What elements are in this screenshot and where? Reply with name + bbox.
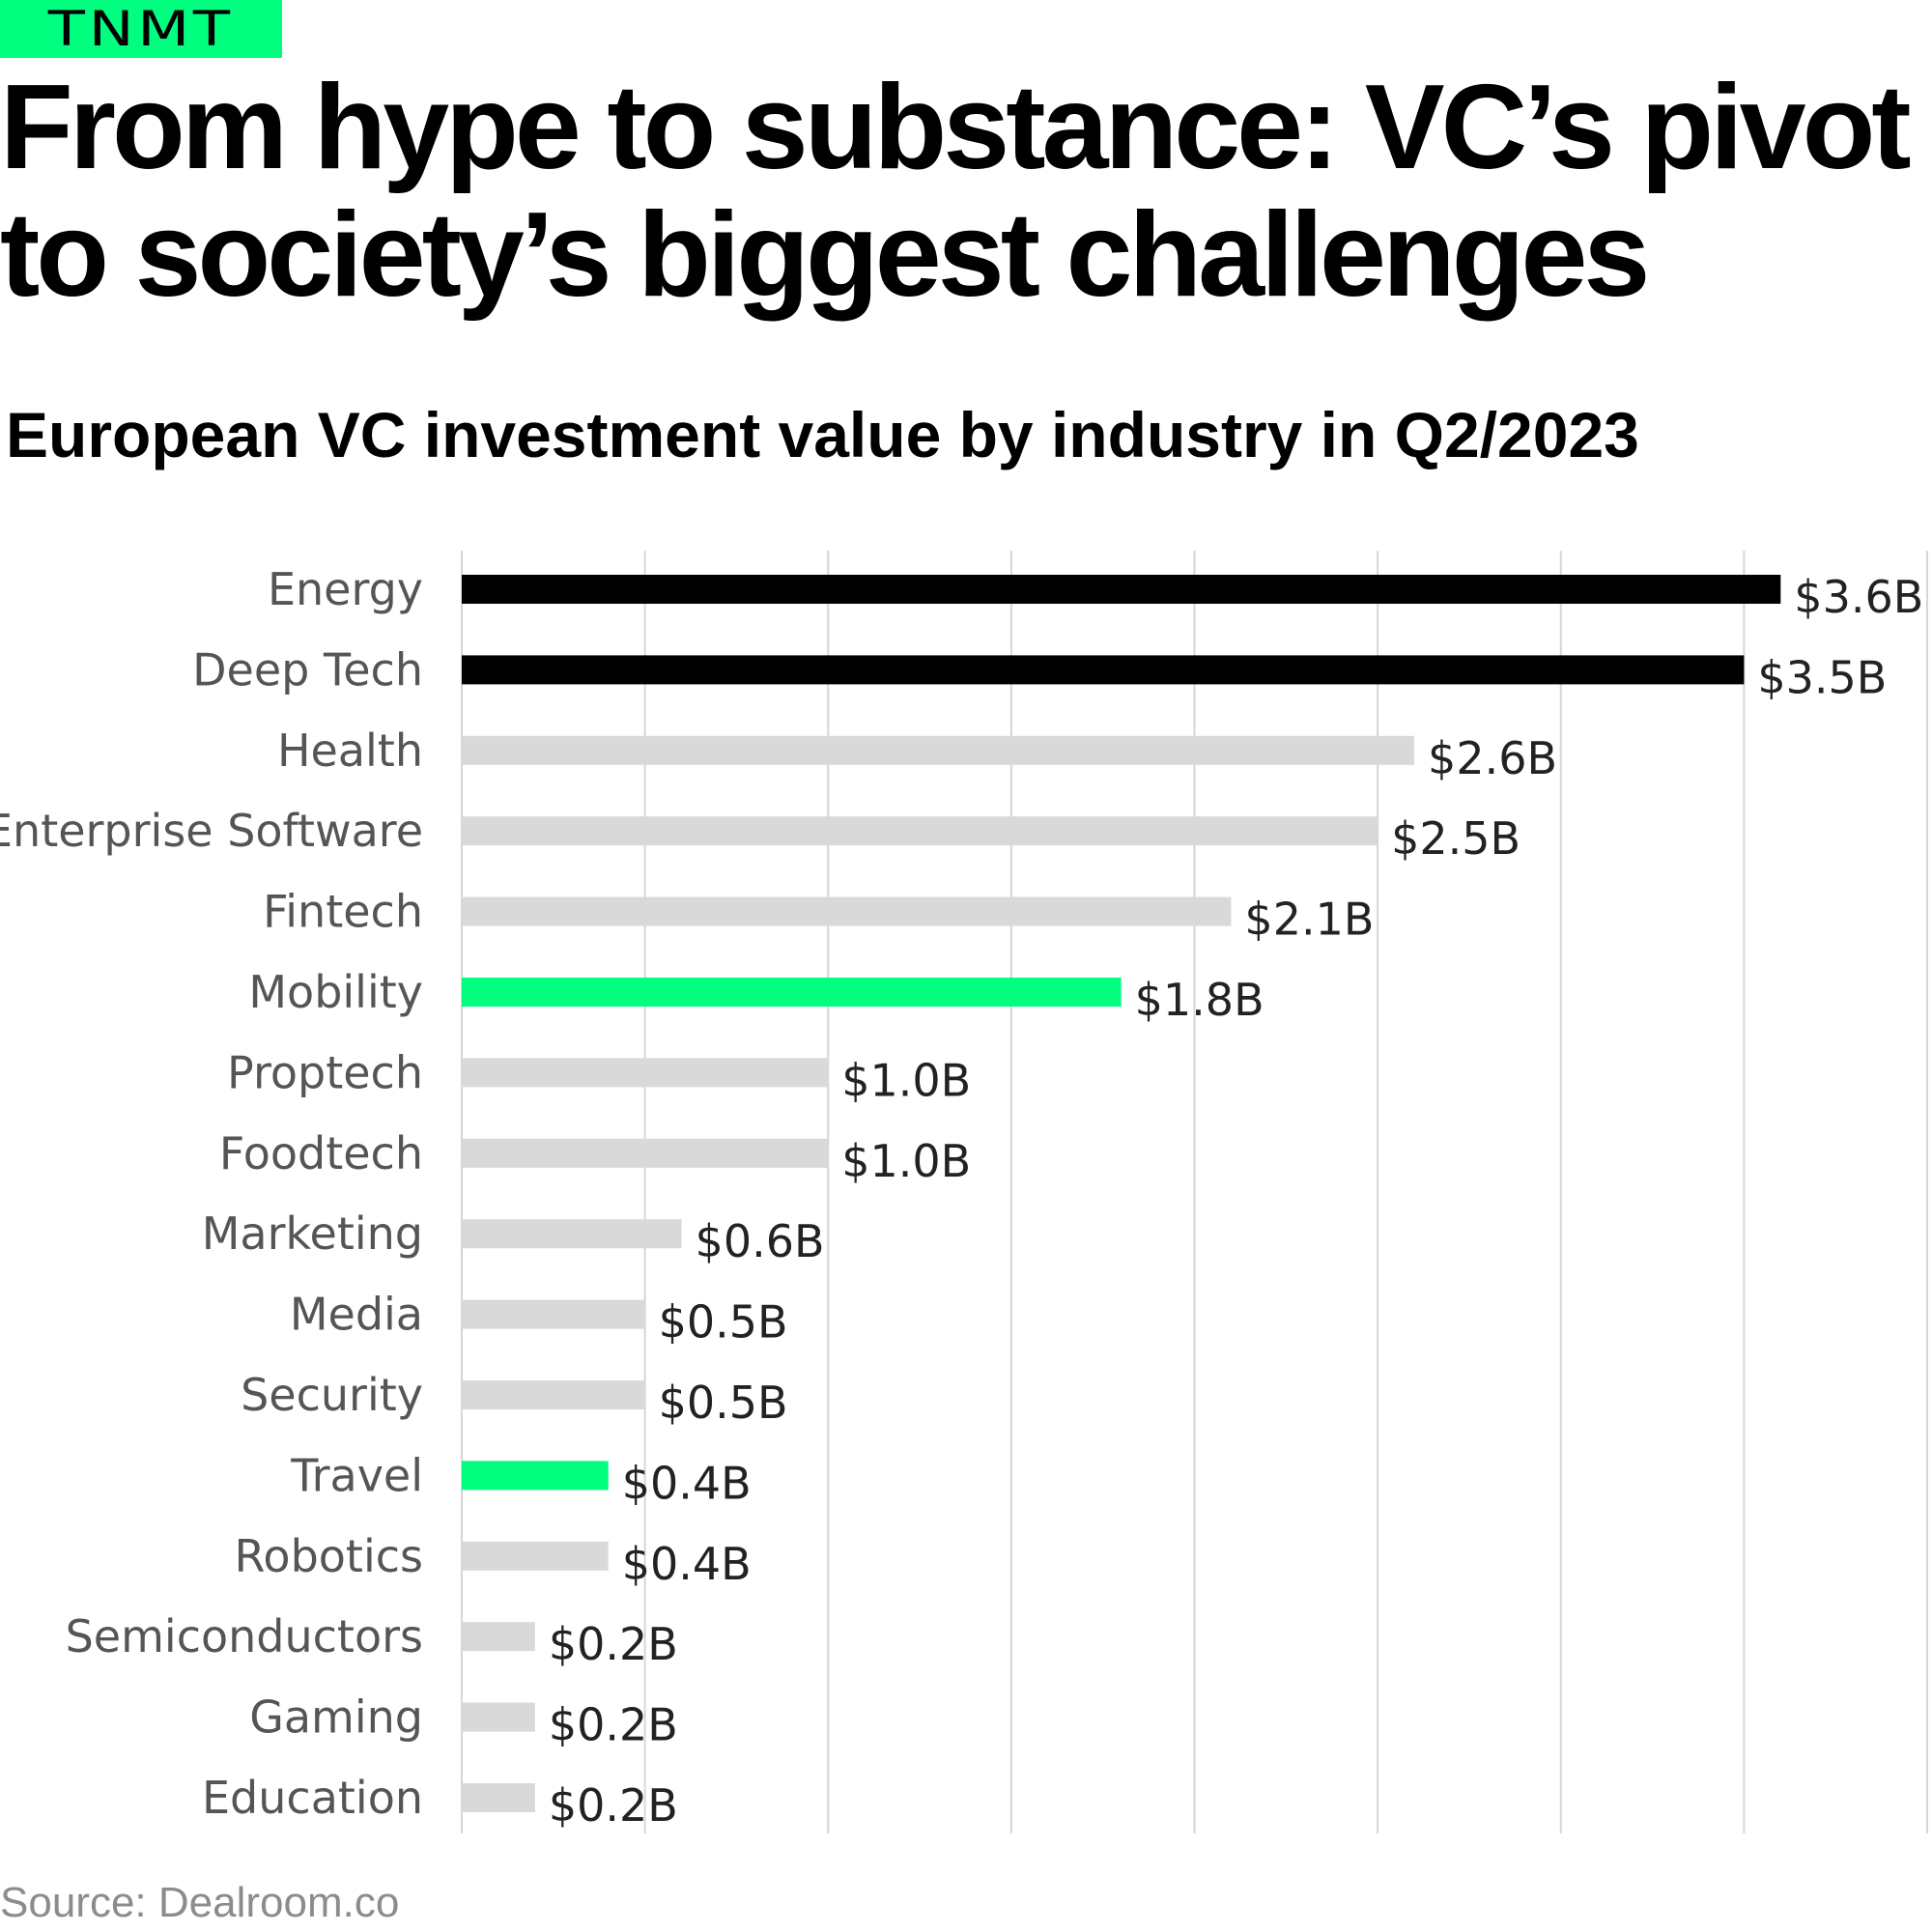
category-label-security: Security [241,1369,423,1421]
brand-logo: TNMT [0,0,282,58]
value-label-security: $0.5B [659,1377,788,1429]
category-label-mobility: Mobility [248,966,423,1018]
value-label-fintech: $2.1B [1244,894,1374,946]
bar-proptech [462,1058,829,1088]
value-label-deep-tech: $3.5B [1757,651,1887,703]
bar-mobility [462,978,1122,1007]
bar-foodtech [462,1138,829,1168]
value-label-media: $0.5B [659,1296,788,1349]
bar-health [462,735,1415,765]
category-label-education: Education [202,1772,423,1824]
category-label-deep-tech: Deep Tech [192,643,423,696]
headline: From hype to substance: VC’s pivot to so… [0,61,1912,322]
category-labels: Energy Deep Tech Health Enterprise Software… [0,563,423,1824]
value-label-enterprise-software: $2.5B [1391,812,1520,865]
bar-security [462,1380,645,1409]
value-label-marketing: $0.6B [696,1215,825,1267]
value-labels: $3.6B $3.5B $2.6B $2.5B $2.1B $1.8B $1.0B $1.0B… [549,571,1923,1832]
category-label-enterprise-software: Enterprise Software [0,805,423,857]
bar-fintech [462,896,1232,926]
category-label-travel: Travel [290,1449,423,1501]
category-label-foodtech: Foodtech [219,1127,423,1179]
category-label-semiconductors: Semiconductors [66,1610,423,1662]
bar-semiconductors [462,1622,535,1652]
category-label-proptech: Proptech [227,1046,423,1098]
bars [462,575,1781,1812]
bar-education [462,1783,535,1812]
category-label-fintech: Fintech [263,886,423,938]
bar-chart: Energy Deep Tech Health Enterprise Software… [0,551,1928,1833]
bar-robotics [462,1541,609,1571]
brand-logo-text: TNMT [47,1,235,57]
bar-energy [462,575,1781,604]
value-label-gaming: $0.2B [549,1699,678,1751]
bar-deep-tech [462,655,1745,685]
value-label-foodtech: $1.0B [841,1135,971,1187]
value-label-mobility: $1.8B [1135,974,1264,1026]
value-label-travel: $0.4B [622,1457,752,1509]
category-label-robotics: Robotics [235,1530,423,1582]
bar-gaming [462,1702,535,1732]
value-label-education: $0.2B [549,1779,678,1832]
bar-enterprise-software [462,816,1378,846]
category-label-marketing: Marketing [202,1208,423,1260]
value-label-energy: $3.6B [1794,571,1923,623]
bar-marketing [462,1219,682,1249]
value-label-proptech: $1.0B [841,1054,971,1106]
value-label-health: $2.6B [1428,732,1557,784]
bar-media [462,1299,645,1329]
category-label-health: Health [277,724,423,777]
value-label-semiconductors: $0.2B [549,1618,678,1670]
source-note: Source: Dealroom.co [0,1879,400,1926]
bar-travel [462,1461,609,1491]
category-label-energy: Energy [268,563,423,615]
category-label-media: Media [290,1289,423,1341]
category-label-gaming: Gaming [249,1691,423,1744]
value-label-robotics: $0.4B [622,1538,752,1590]
chart-title: European VC investment value by industry… [6,399,1639,470]
